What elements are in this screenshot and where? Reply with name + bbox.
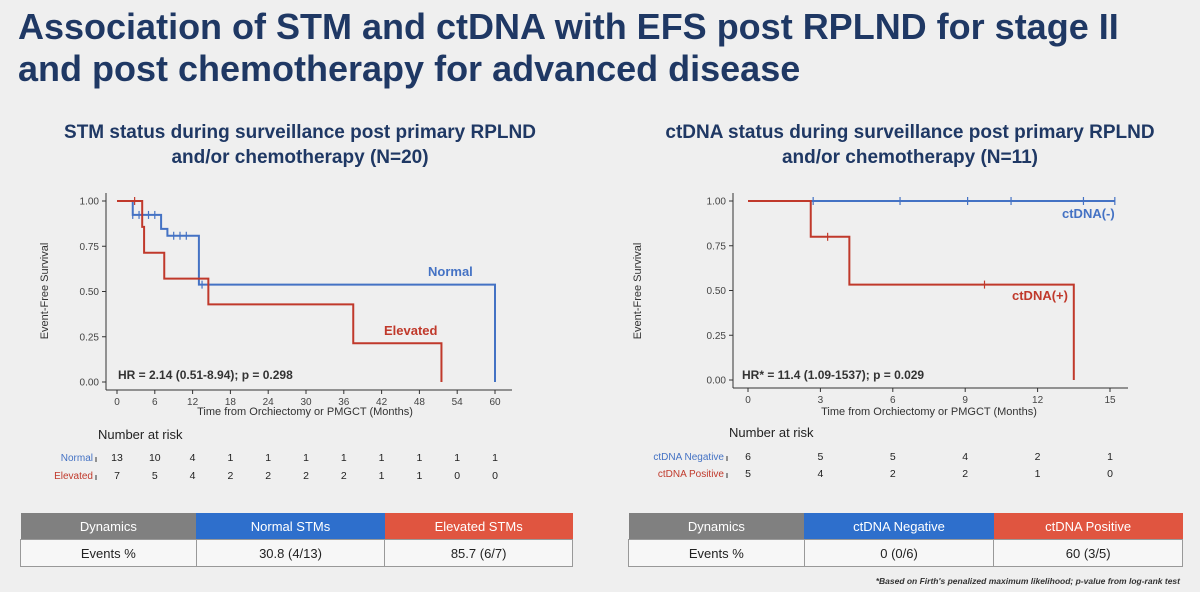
- left-risk-value: 0: [454, 470, 460, 482]
- left-x-tick-label: 60: [489, 397, 501, 408]
- right-x-axis-label: Time from Orchiectomy or PMGCT (Months): [821, 406, 1037, 418]
- right-y-tick-label: 0.25: [707, 331, 727, 342]
- right-events-header-dynamics: Dynamics: [628, 513, 805, 540]
- left-risk-value: 2: [341, 470, 347, 482]
- right-x-tick-label: 6: [890, 395, 896, 406]
- left-hr-annotation: HR = 2.14 (0.51-8.94); p = 0.298: [118, 368, 293, 382]
- left-risk-value: 1: [265, 452, 271, 464]
- right-x-tick-label: 15: [1104, 395, 1116, 406]
- left-events-elevated-value: 85.7 (6/7): [384, 539, 573, 567]
- left-x-tick-label: 24: [263, 397, 275, 408]
- left-events-header-normal: Normal STMs: [196, 513, 385, 540]
- right-events-negative-value: 0 (0/6): [803, 539, 995, 567]
- right-chart-title: ctDNA status during surveillance post pr…: [665, 122, 1155, 168]
- left-risk-value: 0: [492, 470, 498, 482]
- right-events-positive-value: 60 (3/5): [993, 539, 1183, 567]
- left-x-tick-label: 18: [225, 397, 237, 408]
- right-events-header-negative: ctDNA Negative: [804, 513, 994, 540]
- right-risk-value: 1: [1107, 451, 1113, 463]
- right-neg-label: ctDNA(-): [1062, 206, 1115, 221]
- left-risk-value: 1: [454, 452, 460, 464]
- left-risk-value: 5: [152, 470, 158, 482]
- right-risk-value: 0: [1107, 468, 1113, 480]
- right-y-axis-label: Event-Free Survival: [632, 243, 644, 340]
- left-elevated-label: Elevated: [384, 323, 438, 338]
- left-normal-label: Normal: [428, 264, 473, 279]
- right-hr-annotation: HR* = 11.4 (1.09-1537); p = 0.029: [742, 368, 924, 382]
- left-risk-value: 1: [303, 452, 309, 464]
- right-risk-value: 4: [962, 451, 968, 463]
- left-risk-value: 1: [379, 470, 385, 482]
- right-events-table: Dynamics ctDNA Negative ctDNA Positive E…: [628, 513, 1183, 567]
- slide-title: Association of STM and ctDNA with EFS po…: [18, 6, 1119, 89]
- left-risk-value: 1: [416, 470, 422, 482]
- right-risk-value: 5: [817, 451, 823, 463]
- left-x-tick-label: 0: [114, 397, 120, 408]
- left-risk-title: Number at risk: [98, 427, 183, 442]
- left-y-tick-label: 0.25: [80, 332, 100, 343]
- left-risk-value: 4: [190, 470, 196, 482]
- left-risk-value: 13: [111, 452, 123, 464]
- left-risk-value: 1: [227, 452, 233, 464]
- left-chart-title: STM status during surveillance post prim…: [64, 122, 536, 168]
- footnote: *Based on Firth's penalized maximum like…: [875, 576, 1180, 586]
- right-events-header-positive: ctDNA Positive: [993, 513, 1183, 540]
- right-x-tick-label: 3: [818, 395, 824, 406]
- right-risk-value: 2: [1035, 451, 1041, 463]
- right-risk-value: 5: [745, 468, 751, 480]
- left-x-tick-label: 42: [376, 397, 388, 408]
- right-pos-label: ctDNA(+): [1012, 288, 1068, 303]
- left-x-tick-label: 12: [187, 397, 199, 408]
- left-y-tick-label: 0.75: [80, 242, 100, 253]
- right-y-tick-label: 0.00: [707, 376, 727, 387]
- left-x-tick-label: 48: [414, 397, 426, 408]
- right-risk-title: Number at risk: [729, 425, 814, 440]
- right-risk-value: 2: [890, 468, 896, 480]
- right-risk-value: 6: [745, 451, 751, 463]
- left-risk-label-elevated: Elevated: [54, 471, 93, 482]
- right-x-tick-label: 9: [962, 395, 968, 406]
- right-x-tick-label: 12: [1032, 395, 1044, 406]
- left-series-1-curve: [117, 200, 443, 382]
- right-risk-value: 5: [890, 451, 896, 463]
- right-risk-label-negative: ctDNA Negative: [653, 452, 724, 463]
- left-x-axis-label: Time from Orchiectomy or PMGCT (Months): [197, 406, 413, 418]
- left-x-tick-label: 54: [452, 397, 464, 408]
- left-events-normal-value: 30.8 (4/13): [195, 539, 386, 567]
- left-y-tick-label: 0.50: [80, 287, 100, 298]
- left-risk-value: 4: [190, 452, 196, 464]
- right-risk-value: 2: [962, 468, 968, 480]
- left-risk-value: 1: [416, 452, 422, 464]
- left-y-tick-label: 1.00: [80, 197, 100, 208]
- left-events-header-dynamics: Dynamics: [20, 513, 197, 540]
- left-events-table: Dynamics Normal STMs Elevated STMs Event…: [20, 513, 573, 567]
- right-y-tick-label: 0.50: [707, 286, 727, 297]
- right-y-tick-label: 1.00: [707, 197, 727, 208]
- left-events-header-elevated: Elevated STMs: [384, 513, 573, 540]
- left-events-row-label: Events %: [20, 539, 197, 567]
- left-risk-value: 2: [265, 470, 271, 482]
- right-series-1-curve: [748, 200, 1075, 380]
- left-x-tick-label: 36: [338, 397, 350, 408]
- left-y-axis-label: Event-Free Survival: [39, 243, 51, 340]
- right-risk-value: 1: [1035, 468, 1041, 480]
- left-risk-value: 7: [114, 470, 120, 482]
- left-risk-value: 2: [303, 470, 309, 482]
- left-risk-value: 10: [149, 452, 161, 464]
- left-x-tick-label: 6: [152, 397, 158, 408]
- right-y-tick-label: 0.75: [707, 241, 727, 252]
- right-risk-value: 4: [817, 468, 823, 480]
- left-x-tick-label: 30: [300, 397, 312, 408]
- left-risk-label-normal: Normal: [61, 453, 93, 464]
- left-risk-value: 1: [379, 452, 385, 464]
- left-series-0-curve: [117, 200, 496, 382]
- right-events-row-label: Events %: [628, 539, 805, 567]
- left-risk-value: 2: [227, 470, 233, 482]
- left-risk-value: 1: [492, 452, 498, 464]
- right-x-tick-label: 0: [745, 395, 751, 406]
- left-risk-value: 1: [341, 452, 347, 464]
- right-risk-label-positive: ctDNA Positive: [658, 469, 725, 480]
- left-y-tick-label: 0.00: [80, 378, 100, 389]
